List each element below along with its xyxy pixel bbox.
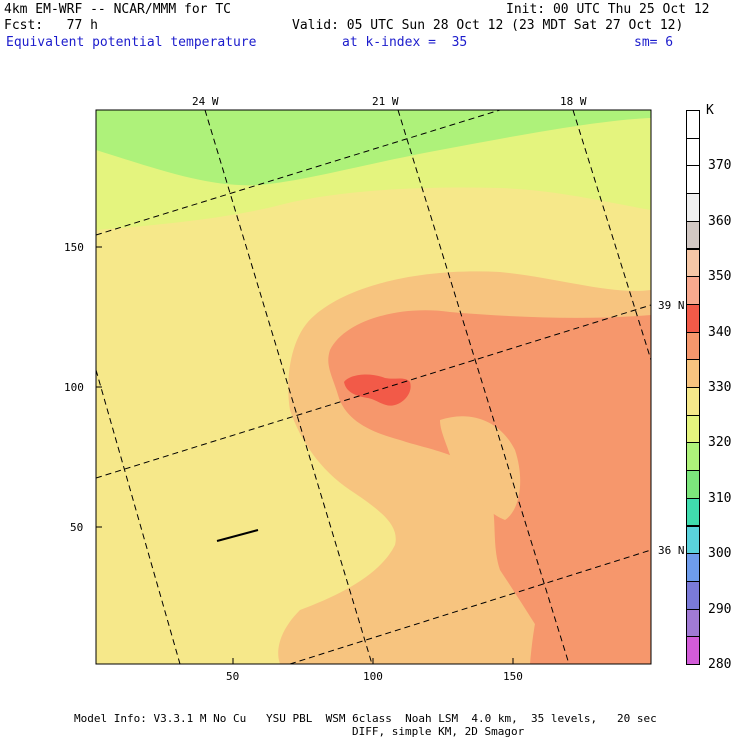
- colorbar-label: 330: [708, 380, 732, 395]
- colorbar-label: 280: [708, 657, 732, 672]
- graticule: [96, 110, 651, 664]
- colorbar-swatch: [686, 414, 700, 444]
- y-tick-50: 50: [70, 521, 84, 534]
- colorbar-unit: K: [706, 103, 714, 118]
- colorbar-label: 290: [708, 601, 732, 617]
- x-tick-150: 150: [503, 670, 523, 683]
- colorbar-swatch: [686, 470, 700, 499]
- colorbar-swatch: [686, 110, 700, 139]
- valid-time: Valid: 05 UTC Sun 28 Oct 12 (23 MDT Sat …: [292, 18, 684, 33]
- lon-label-24w: 24 W: [192, 95, 219, 108]
- colorbar-label: 340: [708, 324, 732, 340]
- colorbar-swatch: [686, 525, 700, 555]
- colorbar-label: 370: [708, 158, 732, 174]
- lat-label-36n: 36 N: [658, 544, 685, 557]
- colorbar-swatch: [686, 497, 700, 527]
- colorbar-swatch: [686, 442, 700, 472]
- x-tick-50: 50: [226, 670, 240, 683]
- colorbar-label: 320: [708, 435, 732, 451]
- field-320: [96, 110, 651, 664]
- colorbar-swatch: [686, 165, 700, 195]
- field-330-inner: [440, 416, 521, 520]
- colorbar-swatch: [686, 580, 700, 610]
- wind-vector: [216, 529, 259, 542]
- colorbar-swatch: [686, 387, 700, 416]
- lat-label-39n: 39 N: [658, 299, 685, 312]
- colorbar-swatch: [686, 359, 700, 388]
- field-335-se: [530, 560, 651, 664]
- colorbar-swatch: [686, 193, 700, 222]
- smoothing-info: sm= 6: [634, 35, 674, 50]
- colorbar-swatch: [686, 220, 700, 250]
- footer-model-info: Model Info: V3.3.1 M No Cu YSU PBL WSM 6…: [74, 712, 657, 725]
- colorbar-swatch: [686, 636, 700, 665]
- y-tick-150: 150: [64, 241, 84, 254]
- level-info: at k-index = 35: [342, 35, 468, 50]
- colorbar-label: 350: [708, 269, 732, 285]
- init-time: Init: 00 UTC Thu 25 Oct 12: [506, 2, 710, 17]
- axis-ticks: [96, 246, 514, 664]
- y-tick-100: 100: [64, 381, 84, 394]
- colorbar-swatch: [686, 248, 700, 278]
- colorbar-swatch: [686, 331, 700, 361]
- colorbar-label: 360: [708, 213, 732, 229]
- field-name: Equivalent potential temperature: [6, 35, 257, 50]
- x-tick-100: 100: [363, 670, 383, 683]
- colorbar-swatch: [686, 276, 700, 305]
- lon-label-21w: 21 W: [372, 95, 399, 108]
- footer-diff-info: DIFF, simple KM, 2D Smagor: [352, 725, 525, 738]
- colorbar-label: 300: [708, 546, 732, 562]
- forecast-hour: Fcst: 77 h: [4, 18, 98, 33]
- colorbar-swatch: [686, 553, 700, 582]
- colorbar-swatch: [686, 137, 700, 167]
- colorbar-label: 310: [708, 490, 732, 506]
- lon-label-18w: 18 W: [560, 95, 587, 108]
- field-310: [96, 110, 651, 186]
- colorbar-swatch: [686, 303, 700, 333]
- colorbar-swatch: [686, 608, 700, 638]
- model-title: 4km EM-WRF -- NCAR/MMM for TC: [4, 2, 231, 17]
